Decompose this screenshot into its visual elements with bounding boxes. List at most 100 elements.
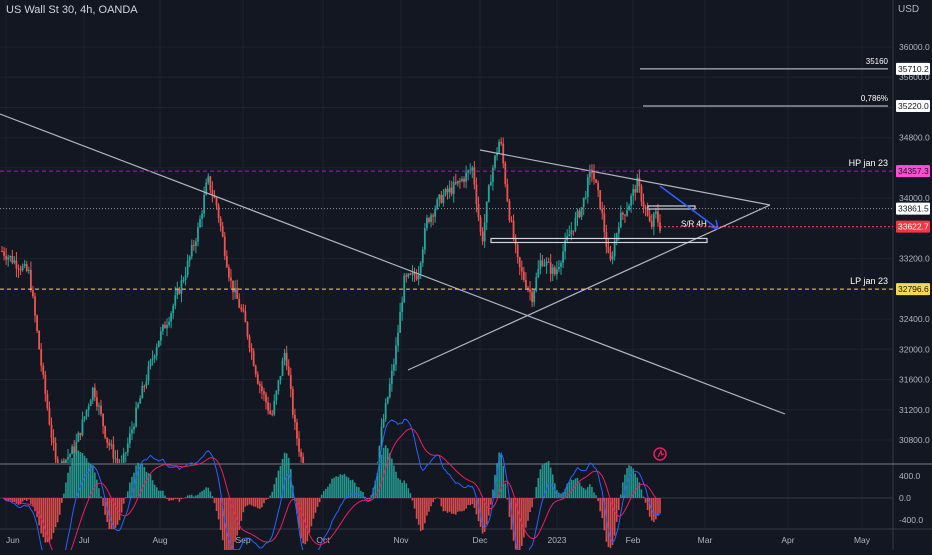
candle-body <box>258 383 261 386</box>
candle-body <box>161 324 164 332</box>
candle-body <box>104 426 107 438</box>
oscillator-histogram-bar <box>615 498 618 522</box>
event-marker-icon <box>653 447 667 461</box>
candle-body <box>124 452 127 454</box>
candle-body <box>252 351 255 366</box>
oscillator-histogram-bar <box>56 498 59 523</box>
oscillator-histogram-bar <box>44 498 47 543</box>
oscillator-histogram-bar <box>131 476 133 498</box>
oscillator-histogram-bar <box>75 449 78 498</box>
oscillator-histogram-bar <box>335 476 337 498</box>
candle-body <box>481 231 484 242</box>
oscillator-histogram-bar <box>487 498 490 516</box>
oscillator-histogram-bar <box>483 498 486 532</box>
candle-body <box>227 267 230 278</box>
annotation-label: S/R 4H <box>681 219 707 228</box>
oscillator-histogram-bar <box>71 457 73 498</box>
candle-body <box>137 403 140 408</box>
candle-body <box>147 366 150 382</box>
candle-body <box>522 271 525 281</box>
oscillator-histogram-bar <box>325 488 327 498</box>
candle-body <box>473 167 476 185</box>
oscillator-histogram-bar <box>617 498 620 511</box>
projection-arrowhead <box>708 219 719 230</box>
candle-body <box>378 446 381 463</box>
oscillator-histogram-bar <box>461 498 463 512</box>
candle-body <box>73 446 76 453</box>
candle-body <box>201 213 203 219</box>
oscillator-histogram-bar <box>7 498 9 501</box>
candle-body <box>483 222 486 242</box>
oscillator-histogram-bar <box>122 498 125 504</box>
candle-body <box>547 261 550 263</box>
candle-body <box>518 257 521 268</box>
oscillator-histogram-bar <box>110 498 113 530</box>
time-tick-label: Sep <box>235 535 250 545</box>
oscillator-histogram-bar <box>304 498 307 545</box>
oscillator-histogram-bar <box>195 495 197 498</box>
oscillator-histogram-bar <box>149 474 152 498</box>
time-tick-label: Apr <box>781 535 794 545</box>
price-tick-label: 35600.0 <box>899 72 930 82</box>
resistance-box <box>647 205 696 210</box>
price-tick-label: 34800.0 <box>899 133 930 143</box>
oscillator-histogram-bar <box>279 465 282 498</box>
candle-body <box>448 187 451 193</box>
oscillator-histogram-bar <box>415 498 418 519</box>
oscillator-histogram-bar <box>659 498 661 514</box>
oscillator-histogram-bar <box>368 498 370 500</box>
oscillator-histogram-bar <box>213 498 216 504</box>
candle-body <box>232 280 234 293</box>
oscillator-histogram-bar <box>226 498 228 554</box>
oscillator-histogram-bar <box>467 498 469 505</box>
oscillator-histogram-bar <box>184 497 187 498</box>
time-tick-label: Mar <box>698 535 713 545</box>
oscillator-histogram-bar <box>236 498 238 536</box>
time-tick-label: Jul <box>79 535 90 545</box>
candle-body <box>267 402 269 411</box>
candle-body <box>434 208 437 217</box>
candle-body <box>395 345 397 365</box>
candle-body <box>135 407 137 427</box>
candle-body <box>219 218 222 227</box>
candle-body <box>558 266 560 270</box>
candle-body <box>390 370 393 384</box>
candle-body <box>7 257 10 260</box>
candle-body <box>543 265 546 267</box>
candle-body <box>586 177 589 198</box>
candle-body <box>289 375 292 389</box>
candle-body <box>85 409 88 417</box>
oscillator-histogram-bar <box>164 495 166 498</box>
candle-body <box>81 419 84 436</box>
candle-body <box>430 215 432 223</box>
candle-body <box>508 200 511 221</box>
candle-body <box>265 394 267 403</box>
oscillator-histogram-bar <box>42 498 45 538</box>
oscillator-histogram-bar <box>527 498 529 521</box>
oscillator-histogram-bar <box>215 498 218 512</box>
oscillator-histogram-bar <box>529 498 531 513</box>
candle-body <box>419 262 422 274</box>
oscillator-histogram-bar <box>129 482 131 498</box>
oscillator-histogram-bar <box>366 498 368 500</box>
candle-body <box>21 266 24 271</box>
candle-body <box>141 386 144 399</box>
candle-body <box>459 180 461 182</box>
candle-body <box>157 340 160 347</box>
candle-body <box>562 251 564 263</box>
candle-body <box>514 238 517 245</box>
candle-body <box>652 213 655 227</box>
oscillator-histogram-bar <box>52 498 55 533</box>
candle-body <box>502 143 505 164</box>
candle-body <box>11 255 14 263</box>
candle-body <box>67 456 69 460</box>
oscillator-histogram-bar <box>436 497 439 499</box>
candle-body <box>529 289 531 292</box>
oscillator-histogram-bar <box>545 462 548 498</box>
oscillator-histogram-bar <box>77 450 80 498</box>
oscillator-histogram-bar <box>539 469 542 498</box>
oscillator-histogram-bar <box>254 498 257 507</box>
oscillator-histogram-bar <box>525 498 527 528</box>
